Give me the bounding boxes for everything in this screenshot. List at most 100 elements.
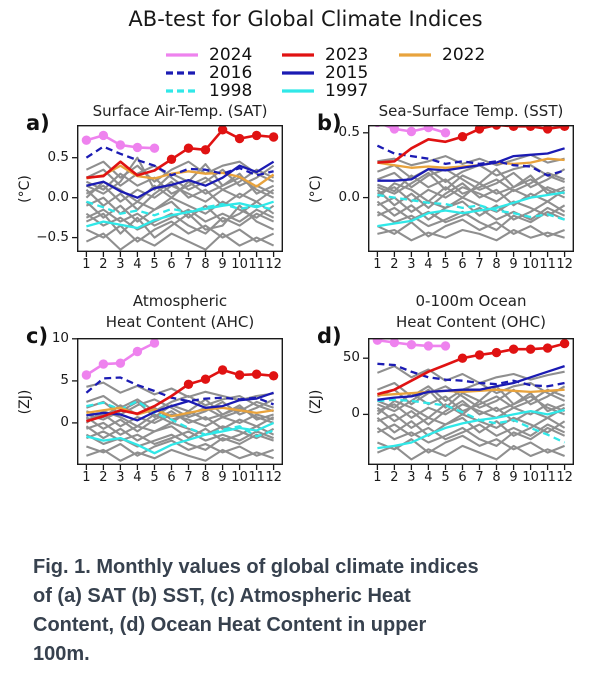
panel-a-xtick-6: 6 (167, 257, 176, 272)
panel-d-ytick-50: 50 (342, 349, 360, 366)
panel-b-series-2016-line (376, 144, 565, 177)
panel-a-ytick-−0.5: −0.5 (36, 228, 69, 245)
panel-c-title: Atmospheric Heat Content (AHC) (105, 292, 255, 331)
panel-b-series-group (373, 125, 570, 242)
panel-d-xtick-5: 5 (441, 470, 450, 485)
panel-d-series-2022-line (377, 388, 565, 397)
legend-line-swatch-2016 (166, 71, 198, 75)
panel-c-ensemble-line (86, 439, 274, 457)
legend-entry-2015: 2015 (282, 63, 368, 83)
panel-c-ensemble-line (86, 448, 274, 462)
panel-c-xtick-7: 7 (184, 470, 193, 485)
panel-d-xtick-8: 8 (492, 470, 501, 485)
caption-line: Fig. 1. Monthly values of global climate… (33, 556, 479, 578)
panel-b-xtick-8: 8 (492, 257, 501, 272)
panel-a-xtick-12: 12 (265, 257, 282, 272)
panel-c-xtick-2: 2 (99, 470, 108, 485)
panel-a-label: a) (26, 111, 50, 135)
panel-c-ytick-5: 5 (60, 371, 69, 388)
panel-c-ensemble-line (86, 394, 274, 413)
panel-c-ytick-10: 10 (51, 329, 69, 346)
panel-b-series-2023-markers (457, 125, 570, 142)
panel-b-plot-frame (367, 124, 575, 252)
panel-d-ensemble-line (376, 395, 565, 419)
panel-c-series-1997-line (86, 421, 275, 455)
panel-c-plot (72, 337, 284, 470)
panel-a-ytick-0.0: 0.0 (47, 188, 69, 205)
panel-c-xtick-10: 10 (231, 470, 248, 485)
legend-line-swatch-2024 (166, 53, 198, 57)
panel-c-xtick-4: 4 (133, 470, 142, 485)
panel-c-series-2016-line (85, 376, 275, 406)
panel-d-ytick-0: 0 (351, 405, 360, 422)
panel-a-series-1997-line (86, 200, 274, 230)
panel-c-ytick-0: 0 (60, 413, 69, 430)
panel-b-xtick-4: 4 (424, 257, 433, 272)
panel-c-xtick-9: 9 (218, 470, 227, 485)
panel-a-xtick-11: 11 (248, 257, 265, 272)
panel-a-series-2015-line (86, 160, 275, 199)
panel-a-xtick-1: 1 (82, 257, 91, 272)
legend-label-2024: 2024 (209, 45, 253, 65)
panel-d-xtick-1: 1 (373, 470, 382, 485)
panel-a-xtick-10: 10 (231, 257, 248, 272)
panel-d-ylabel: (ZJ) (308, 389, 324, 414)
panel-b-ytick-0.0: 0.0 (338, 188, 360, 205)
legend-label-1997: 1997 (325, 81, 369, 101)
legend-label-1998: 1998 (209, 81, 253, 101)
panel-a-series-2024-markers (81, 130, 160, 153)
legend-label-2023: 2023 (325, 45, 369, 65)
panel-d-ensemble-line (377, 444, 565, 461)
legend-entry-2016: 2016 (166, 63, 252, 83)
legend-label-2015: 2015 (325, 63, 369, 83)
panel-c-ensemble-line (85, 425, 275, 442)
panel-c-xtick-8: 8 (201, 470, 210, 485)
panel-d-series-2016-line (377, 362, 565, 388)
panel-a-xtick-4: 4 (133, 257, 142, 272)
legend-entry-2022: 2022 (399, 45, 485, 65)
panel-a-series-2023-line (86, 128, 274, 179)
panel-b-xtick-5: 5 (441, 257, 450, 272)
panel-b-xtick-9: 9 (509, 257, 518, 272)
panel-d-series-1997-line (377, 408, 565, 450)
panel-a-plot-frame (76, 124, 284, 252)
panel-c-xtick-1: 1 (82, 470, 91, 485)
panel-a-plot (72, 124, 284, 257)
caption-line: Content, (d) Ocean Heat Content in upper (33, 614, 427, 636)
panel-d-ensemble-line (377, 434, 565, 454)
panel-a-series-2023-markers (166, 125, 279, 164)
panel-b-series-2024-markers (373, 125, 451, 138)
panel-b-xtick-7: 7 (475, 257, 484, 272)
panel-c-series-2024-markers (81, 338, 160, 380)
panel-c-series-group (81, 338, 279, 462)
figure-title: AB-test for Global Climate Indices (128, 7, 483, 31)
panel-d-series-2015-line (377, 365, 565, 401)
panel-d-ensemble-line (377, 385, 565, 413)
panel-a-series-2022-line (86, 164, 275, 188)
panel-c-series-2023-markers (183, 365, 279, 389)
panel-b-xtick-11: 11 (539, 257, 556, 272)
legend-line-swatch-1998 (166, 89, 198, 93)
panel-b-series-1998-line (377, 193, 565, 221)
panel-d-ensemble-line (376, 416, 566, 437)
panel-d-ensemble-line (377, 365, 565, 385)
legend-entry-1998: 1998 (166, 81, 252, 101)
panel-b-axis-ticks (363, 132, 566, 257)
panel-d-title: 0-100m Ocean Heat Content (OHC) (395, 292, 547, 331)
caption-line: of (a) SAT (b) SST, (c) Atmospheric Heat (33, 585, 411, 607)
panel-b-ensemble-line (377, 228, 565, 242)
legend-line-swatch-2022 (399, 53, 431, 57)
panel-b-label: b) (317, 111, 342, 135)
panel-c-ensemble-line (85, 406, 274, 428)
panel-d-series-1998-line (377, 398, 566, 444)
panel-d-plot (363, 337, 575, 470)
panel-a-xtick-5: 5 (150, 257, 159, 272)
panel-c-plot-frame (76, 337, 284, 465)
legend-label-2022: 2022 (442, 45, 486, 65)
panel-b-xtick-1: 1 (373, 257, 382, 272)
panel-b-series-1997-line (377, 191, 565, 228)
panel-d-series-group (372, 338, 570, 461)
panel-c-series-2022-line (86, 406, 274, 418)
caption-line: 100m. (33, 643, 90, 665)
